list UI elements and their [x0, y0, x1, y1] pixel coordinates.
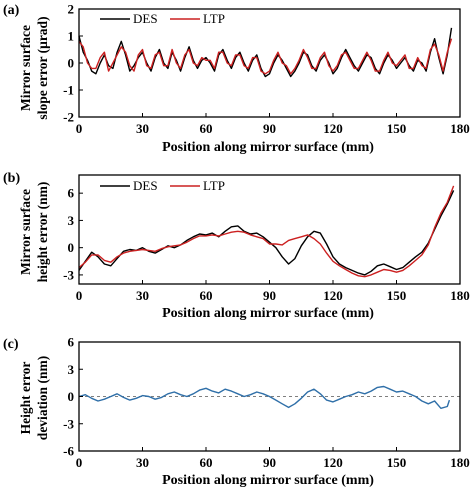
x-tick-label: 180 — [450, 455, 470, 470]
x-tick-label: 120 — [323, 121, 343, 136]
y-tick-label: 0 — [68, 240, 75, 255]
y-axis-label-line-1: Mirror surface — [18, 25, 33, 111]
x-tick-label: 30 — [136, 455, 149, 470]
panel-b: (b) Mirror surface height error (nm) Pos… — [3, 171, 470, 321]
legend: DES LTP — [100, 11, 225, 26]
y-tick-label: -2 — [63, 110, 74, 125]
y-tick-label: 0 — [68, 389, 75, 404]
legend-label-ltp: LTP — [203, 178, 225, 193]
x-tick-label: 60 — [200, 288, 213, 303]
x-tick-label: 90 — [263, 455, 276, 470]
series-line-des — [78, 190, 455, 276]
x-tick-label: 30 — [136, 288, 149, 303]
y-tick-label: -3 — [63, 267, 74, 282]
panel-label: (a) — [3, 3, 20, 18]
x-tick-label: 90 — [263, 121, 276, 136]
y-tick-label: 3 — [68, 362, 75, 377]
x-tick-label: 0 — [76, 121, 83, 136]
x-tick-label: 150 — [387, 121, 407, 136]
legend-label-ltp: LTP — [203, 11, 225, 26]
y-tick-label: 0 — [68, 56, 75, 71]
x-tick-label: 60 — [200, 455, 213, 470]
series-line — [78, 385, 451, 409]
y-axis-label-line-2: slope error (μrad) — [35, 16, 50, 119]
x-tick-label: 180 — [450, 288, 470, 303]
panel-label: (c) — [3, 337, 19, 352]
x-axis-label: Position along mirror surface (mm) — [162, 473, 374, 488]
panel-a: (a) Mirror surface slope error (μrad) Po… — [3, 2, 470, 156]
series-line-ltp — [78, 185, 455, 278]
panel-c: (c) Height error deviation (nm) Position… — [3, 335, 470, 489]
y-tick-label: 1 — [68, 29, 75, 44]
legend: DES LTP — [100, 178, 225, 193]
x-tick-label: 60 — [200, 121, 213, 136]
y-tick-label: 6 — [68, 335, 75, 350]
x-axis-label: Position along mirror surface (mm) — [162, 140, 374, 155]
x-tick-label: 90 — [263, 288, 276, 303]
x-tick-label: 0 — [76, 455, 83, 470]
legend-label-des: DES — [133, 11, 158, 26]
y-axis-label-line-2: deviation (nm) — [35, 356, 50, 440]
x-tick-label: 150 — [387, 455, 407, 470]
x-tick-label: 180 — [450, 121, 470, 136]
y-tick-label: 6 — [68, 186, 75, 201]
y-tick-label: 3 — [68, 213, 75, 228]
y-axis-label-line-1: Height error — [18, 362, 33, 435]
x-tick-label: 120 — [323, 455, 343, 470]
x-axis-label: Position along mirror surface (mm) — [162, 306, 374, 321]
y-axis-label-line-1: Mirror surface — [18, 189, 33, 275]
x-tick-label: 150 — [387, 288, 407, 303]
x-tick-label: 120 — [323, 288, 343, 303]
y-tick-label: -3 — [63, 416, 74, 431]
series-line-ltp — [78, 38, 453, 75]
y-tick-label: 2 — [68, 2, 75, 17]
panel-label: (b) — [3, 171, 20, 186]
y-tick-label: -6 — [63, 444, 74, 459]
y-tick-label: -1 — [63, 83, 74, 98]
legend-label-des: DES — [133, 178, 158, 193]
x-tick-label: 0 — [76, 288, 83, 303]
y-axis-label-line-2: height error (nm) — [35, 182, 50, 283]
x-tick-label: 30 — [136, 121, 149, 136]
